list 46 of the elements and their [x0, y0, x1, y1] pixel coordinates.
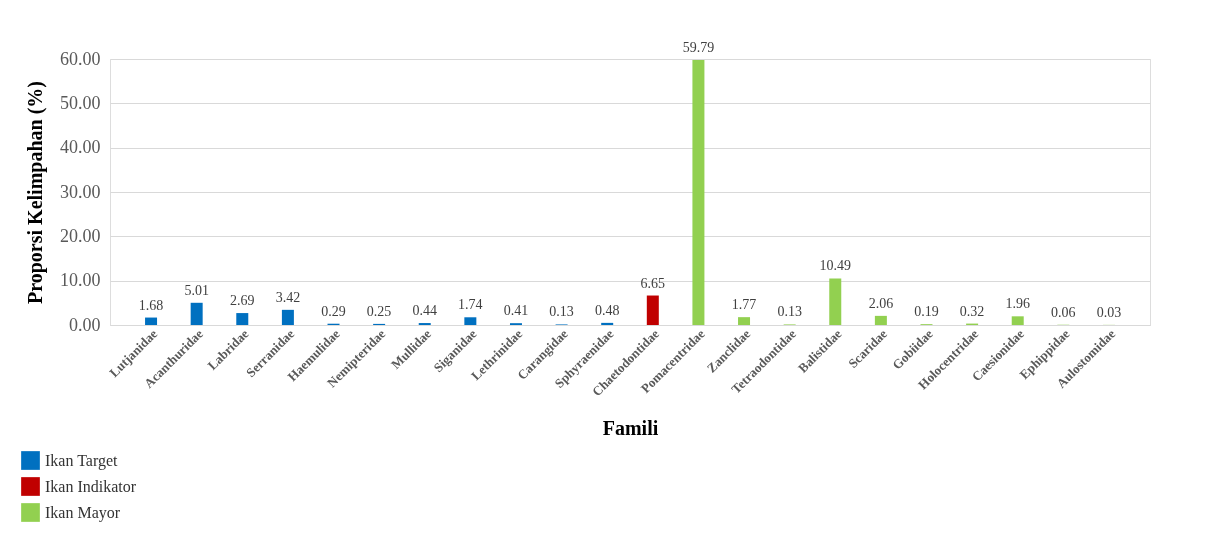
y-tick-label: 10.00	[60, 270, 101, 291]
bar	[601, 322, 614, 325]
bar	[281, 309, 294, 325]
bar	[145, 317, 158, 325]
y-axis-title: Proporsi Kelimpahan (%)	[24, 81, 47, 304]
bar	[874, 315, 887, 325]
y-tick-label: 20.00	[60, 225, 101, 246]
data-label: 5.01	[184, 282, 209, 298]
bar	[692, 59, 705, 325]
data-label: 0.03	[1096, 304, 1122, 320]
bar	[829, 278, 842, 325]
data-label: 2.06	[868, 295, 894, 311]
legend-label: Ikan Indikator	[45, 477, 137, 495]
data-label: 0.25	[366, 303, 392, 319]
data-label: 10.49	[819, 258, 852, 274]
data-label: 2.69	[230, 293, 255, 309]
bar	[464, 317, 477, 325]
data-label: 0.13	[549, 304, 574, 320]
data-label: 59.79	[682, 39, 715, 55]
bar	[236, 313, 249, 325]
data-label: 1.96	[1005, 296, 1030, 312]
y-tick-label: 60.00	[60, 48, 101, 69]
data-label: 0.41	[503, 303, 529, 319]
data-label: 3.42	[275, 289, 301, 305]
bar	[738, 317, 751, 325]
data-label: 0.06	[1051, 304, 1076, 320]
legend-label: Ikan Mayor	[45, 503, 121, 522]
data-label: 0.44	[412, 303, 437, 319]
data-label: 6.65	[640, 275, 666, 291]
data-label: 1.74	[458, 297, 483, 313]
data-label: 1.77	[731, 297, 757, 313]
bar	[646, 295, 659, 325]
bar	[190, 302, 203, 325]
y-tick-label: 40.00	[60, 137, 101, 158]
data-label: 0.32	[959, 303, 985, 319]
y-tick-label: 30.00	[60, 181, 101, 202]
data-label: 0.13	[777, 304, 802, 320]
data-label: 0.19	[914, 304, 939, 320]
bar	[1011, 316, 1024, 325]
y-tick-label: 50.00	[60, 92, 101, 113]
data-label: 0.48	[594, 302, 620, 318]
x-axis-title: Famili	[602, 417, 659, 439]
legend-label: Ikan Target	[45, 451, 119, 470]
data-label: 0.29	[321, 303, 346, 319]
data-label: 1.68	[138, 297, 164, 313]
y-tick-label: 0.00	[69, 314, 101, 335]
